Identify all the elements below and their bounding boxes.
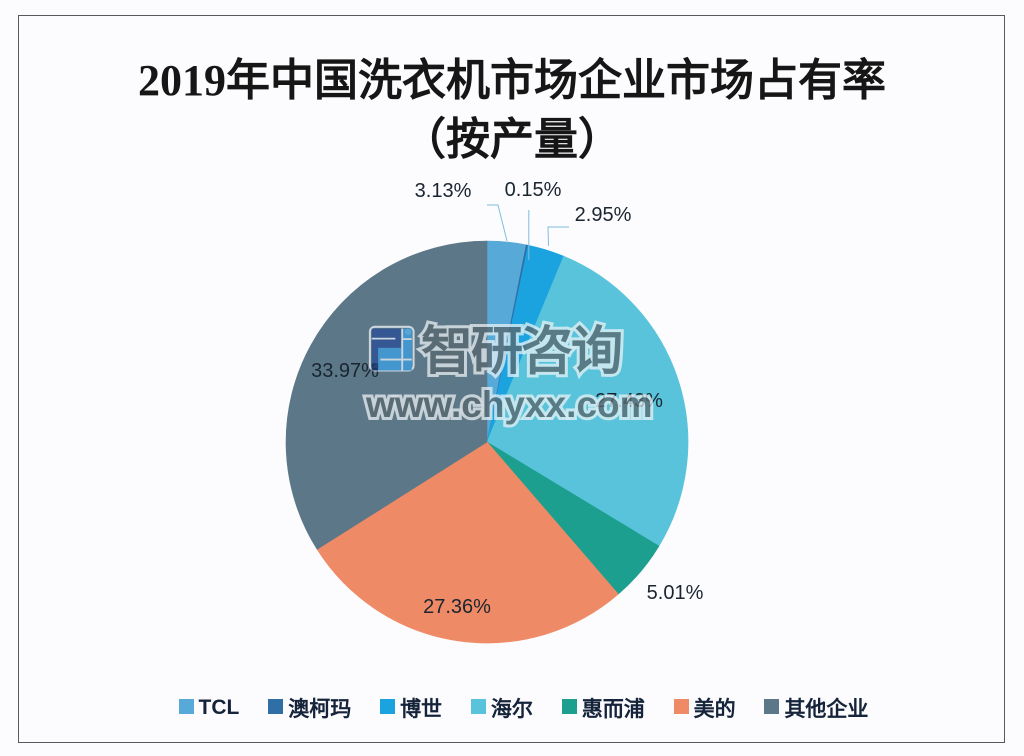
svg-text:0.15%: 0.15% [505,179,562,201]
svg-text:5.01%: 5.01% [647,582,704,604]
svg-text:www.chyxx.com: www.chyxx.com [365,384,653,425]
svg-text:2.95%: 2.95% [575,204,632,226]
svg-text:智研咨询: 智研咨询 [421,323,621,381]
svg-text:3.13%: 3.13% [415,180,472,202]
svg-text:27.36%: 27.36% [423,596,491,618]
